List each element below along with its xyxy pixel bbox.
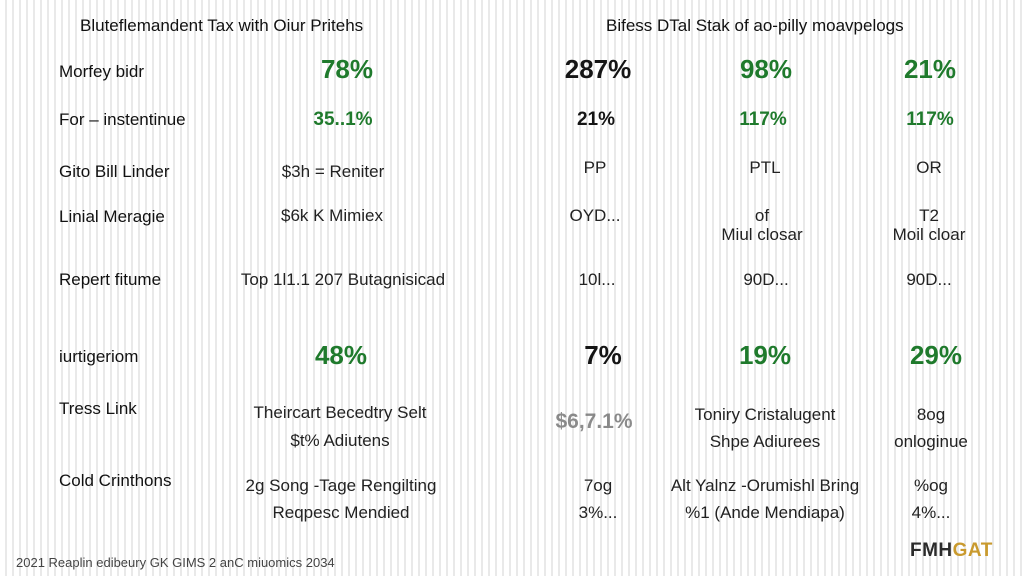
row-label: iurtigeriom — [59, 347, 139, 366]
table-cell: %og 4%... — [911, 476, 951, 522]
table-cell: 117% — [739, 109, 787, 130]
table-cell: 21% — [576, 109, 616, 130]
table-cell: 7% — [584, 340, 622, 370]
table-cell: 90D... — [906, 270, 952, 289]
table-cell: 21% — [903, 54, 957, 84]
table-cell: $6,7.1% — [555, 410, 633, 433]
row-label: Morfey bidr — [59, 62, 145, 81]
table-cell: Alt Yalnz -Orumishl Bring %1 (Ande Mendi… — [670, 476, 860, 522]
row-label: For – instentinue — [59, 110, 186, 129]
table-cell: of Miul closar — [721, 206, 803, 244]
table-cell: T2 Moil cloar — [892, 206, 966, 244]
table-cell: 78% — [320, 54, 374, 84]
table-cell: 19% — [738, 340, 792, 370]
table-cell: OYD... — [569, 206, 621, 225]
table-cell: Toniry Cristalugent Shpe Adiurees — [694, 405, 836, 451]
table-cell: 7og 3%... — [578, 476, 618, 522]
footer-text: 2021 Reaplin edibeury GK GIMS 2 anC miuo… — [16, 555, 335, 570]
table-cell: 8og onloginue — [894, 405, 968, 451]
table-cell: PTL — [749, 158, 781, 177]
table-cell: 29% — [909, 340, 963, 370]
table-cell: 10l... — [578, 270, 616, 289]
table-cell: 90D... — [743, 270, 789, 289]
table-cell: Top 1l1.1 207 Butagnisicad — [240, 270, 446, 289]
logo-text-main: FMH — [910, 540, 953, 561]
table-cell: 98% — [739, 54, 793, 84]
left-column-title: Bluteflemandent Tax with Oiur Pritehs — [80, 16, 364, 35]
table-cell: 48% — [314, 340, 368, 370]
table-cell: 287% — [564, 54, 632, 84]
row-label: Gito Bill Linder — [59, 162, 170, 181]
brand-logo: FMHGAT — [910, 540, 993, 562]
table-cell: OR — [916, 158, 942, 177]
table-cell: 35..1% — [313, 109, 373, 130]
right-column-title: Bifess DTal Stak of ao-pilly moavpelogs — [606, 16, 904, 35]
table-cell: PP — [583, 158, 607, 177]
logo-text-accent: GAT — [952, 540, 993, 561]
table-cell: $6k K Mimiex — [280, 206, 384, 225]
row-label: Repert fitume — [59, 270, 162, 289]
row-label: Linial Meragie — [59, 207, 165, 226]
row-label: Tress Link — [59, 399, 137, 418]
table-cell: 2g Song -Tage Rengilting Reqpesc Mendied — [245, 476, 437, 522]
table-cell: $3h = Reniter — [281, 162, 385, 181]
row-label: Cold Crinthons — [59, 471, 172, 490]
table-cell: Theircart Becedtry Selt $t% Adiutens — [253, 403, 427, 450]
table-cell: 117% — [906, 109, 954, 130]
